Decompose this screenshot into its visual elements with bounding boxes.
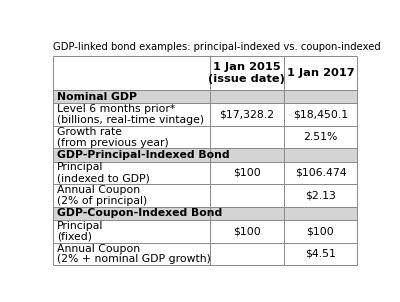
Text: Level 6 months prior*: Level 6 months prior* [57, 104, 175, 114]
Text: $106.474: $106.474 [295, 168, 346, 178]
Bar [53, 207, 210, 220]
Bar [210, 220, 284, 243]
Bar [53, 126, 210, 148]
Text: 1 Jan 2015
(issue date): 1 Jan 2015 (issue date) [208, 62, 285, 84]
Text: $17,328.2: $17,328.2 [219, 109, 274, 120]
Bar [210, 103, 284, 126]
Bar [284, 103, 357, 126]
Text: Principal: Principal [57, 162, 104, 172]
Bar [284, 90, 357, 103]
Text: GDP-Coupon-Indexed Bond: GDP-Coupon-Indexed Bond [57, 208, 222, 218]
Bar [284, 162, 357, 184]
Bar [284, 126, 357, 148]
Text: (billions, real-time vintage): (billions, real-time vintage) [57, 115, 204, 125]
Text: Nominal GDP: Nominal GDP [57, 92, 137, 101]
Bar [210, 56, 284, 90]
Bar [284, 207, 357, 220]
Text: 1 Jan 2017: 1 Jan 2017 [287, 68, 354, 78]
Text: Growth rate: Growth rate [57, 127, 122, 137]
Bar [53, 56, 210, 90]
Text: (2% + nominal GDP growth): (2% + nominal GDP growth) [57, 254, 211, 265]
Text: (fixed): (fixed) [57, 232, 92, 242]
Text: (indexed to GDP): (indexed to GDP) [57, 173, 150, 183]
Text: GDP-linked bond examples: principal-indexed vs. coupon-indexed: GDP-linked bond examples: principal-inde… [53, 42, 381, 52]
Text: $18,450.1: $18,450.1 [293, 109, 348, 120]
Bar [53, 243, 210, 265]
Bar [53, 103, 210, 126]
Text: $100: $100 [233, 226, 261, 236]
Text: (2% of principal): (2% of principal) [57, 196, 147, 206]
Text: (from previous year): (from previous year) [57, 137, 169, 148]
Bar [210, 148, 284, 162]
Text: $4.51: $4.51 [305, 249, 336, 259]
Text: $100: $100 [306, 226, 334, 236]
Bar [210, 90, 284, 103]
Bar [53, 148, 210, 162]
Bar [53, 162, 210, 184]
Bar [53, 90, 210, 103]
Bar [210, 184, 284, 207]
Bar [53, 184, 210, 207]
Bar [284, 220, 357, 243]
Bar [210, 162, 284, 184]
Bar [284, 184, 357, 207]
Bar [210, 243, 284, 265]
Bar [284, 148, 357, 162]
Bar [53, 220, 210, 243]
Bar [210, 207, 284, 220]
Text: GDP-Principal-Indexed Bond: GDP-Principal-Indexed Bond [57, 150, 230, 160]
Text: Principal: Principal [57, 221, 104, 231]
Bar [284, 56, 357, 90]
Text: Annual Coupon: Annual Coupon [57, 185, 140, 195]
Text: 2.51%: 2.51% [303, 132, 338, 142]
Text: $100: $100 [233, 168, 261, 178]
Bar [284, 243, 357, 265]
Text: $2.13: $2.13 [305, 191, 336, 201]
Text: Annual Coupon: Annual Coupon [57, 243, 140, 254]
Bar [210, 126, 284, 148]
